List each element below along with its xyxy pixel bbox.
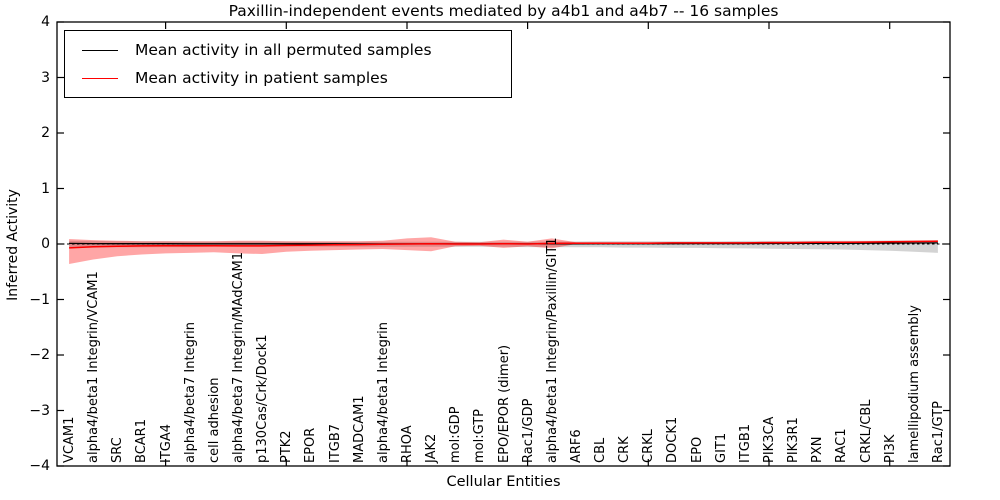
chart-title: Paxillin-independent events mediated by … [228, 2, 779, 20]
x-category-label: alpha4/beta1 Integrin/Paxillin/GIT1 [544, 237, 560, 463]
x-category-label: DOCK1 [665, 416, 681, 463]
x-category-label: CRKL [641, 429, 657, 463]
y-tick-label: 1 [41, 180, 50, 197]
y-tick-label: −2 [29, 347, 50, 363]
x-category-label: JAK2 [424, 433, 440, 463]
x-category-label: GIT1 [713, 432, 729, 463]
y-tick-label: 2 [41, 125, 50, 141]
y-tick-label: 4 [41, 14, 50, 30]
legend: Mean activity in all permuted samples Mea… [64, 30, 512, 98]
y-tick-label: −4 [29, 458, 50, 474]
x-category-label: CRKL/CBL [858, 399, 874, 464]
y-tick-label: −3 [29, 402, 50, 419]
legend-line-icon [82, 49, 118, 51]
x-category-label: ITGB1 [737, 423, 753, 463]
legend-label: Mean activity in patient samples [135, 69, 388, 87]
x-category-label: Rac1/GTP [930, 401, 946, 463]
x-category-label: p130Cas/Crk/Dock1 [255, 334, 271, 463]
x-category-label: VCAM1 [62, 416, 78, 463]
x-category-label: cell adhesion [206, 377, 222, 463]
x-category-label: RHOA [399, 425, 415, 463]
x-category-label: PTK2 [279, 430, 295, 463]
x-category-label: PIK3R1 [786, 417, 802, 463]
x-category-label: CRK [617, 436, 633, 463]
legend-item-permuted: Mean activity in all permuted samples [65, 36, 511, 64]
x-category-label: BCAR1 [134, 419, 150, 463]
x-category-label: PI3K [882, 434, 898, 463]
x-axis-label: Cellular Entities [446, 474, 561, 490]
x-category-label: RAC1 [834, 428, 850, 463]
x-category-label: alpha4/beta7 Integrin/MAdCAM1 [231, 252, 246, 463]
x-category-label: ARF6 [568, 429, 584, 463]
legend-line-icon [82, 77, 118, 79]
y-tick-label: −1 [29, 291, 50, 308]
x-category-label: EPO [689, 436, 705, 463]
legend-label: Mean activity in all permuted samples [135, 41, 432, 59]
legend-item-patient: Mean activity in patient samples [65, 64, 511, 92]
x-category-label: CBL [593, 437, 609, 463]
y-tick-label: 0 [41, 236, 50, 252]
x-category-label: alpha4/beta7 Integrin [182, 321, 198, 463]
x-category-label: lamellipodium assembly [906, 305, 922, 463]
x-category-label: EPO/EPOR (dimer) [496, 344, 512, 463]
x-category-label: MADCAM1 [351, 395, 367, 463]
x-category-label: alpha4/beta1 Integrin [375, 321, 391, 463]
x-category-label: alpha4/beta1 Integrin/VCAM1 [86, 271, 102, 463]
x-category-label: PXN [810, 436, 826, 463]
x-category-label: Rac1/GDP [520, 398, 536, 463]
x-category-label: mol:GTP [472, 409, 488, 463]
x-category-label: SRC [110, 437, 126, 463]
y-tick-label: 3 [41, 69, 50, 86]
x-category-label: ITGA4 [158, 423, 174, 463]
x-category-label: EPOR [303, 427, 319, 463]
mean-line-patient [69, 240, 938, 249]
x-category-label: mol:GDP [448, 406, 464, 463]
x-category-label: ITGB7 [327, 423, 343, 463]
x-category-label: PIK3CA [761, 416, 777, 463]
